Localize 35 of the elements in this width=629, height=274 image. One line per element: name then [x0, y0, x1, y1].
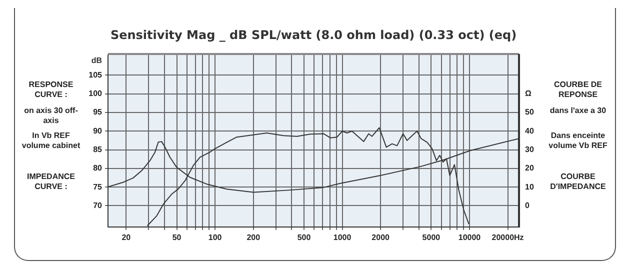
- y2-tick-label: 50: [525, 108, 534, 117]
- y2-tick-label: 20: [525, 164, 534, 173]
- y-axis-title: dB: [91, 56, 102, 65]
- y-tick-label: 95: [93, 108, 103, 117]
- text: on axis 30 off-axis: [23, 106, 79, 126]
- y-tick-label: 85: [93, 144, 103, 154]
- y2-tick-label: 0: [525, 200, 530, 210]
- y2-tick-label: 40: [525, 126, 534, 136]
- y2-tick-label: 10: [525, 182, 534, 192]
- x-tick-label: 500: [297, 233, 312, 242]
- x-tick-label: 20: [122, 233, 132, 242]
- x-tick-label: 50: [172, 233, 182, 242]
- x-tick-label: 2000: [372, 233, 390, 242]
- y-tick-label: 105: [88, 70, 103, 80]
- y-tick-label: 90: [93, 126, 103, 136]
- text: In Vb REF volume cabinet: [20, 131, 82, 151]
- chart-title: Sensitivity Mag _ dB SPL/watt (8.0 ohm load) (0.33 oct) (eq): [110, 28, 517, 42]
- x-tick-label: 1000: [333, 233, 352, 242]
- y-tick-label: 75: [93, 182, 103, 192]
- text: Dans enceinte volume Vb REF: [548, 131, 608, 151]
- text: dans l'axe a 30: [548, 106, 608, 116]
- x-tick-label: 20000Hz: [492, 233, 524, 242]
- x-tick-label: 5000: [422, 233, 441, 242]
- x-tick-label: 200: [246, 233, 261, 242]
- x-tick-label: 10000: [458, 233, 482, 242]
- text: RESPONSE CURVE :: [28, 80, 74, 100]
- x-tick-label: 100: [208, 233, 222, 242]
- text: COURBE D'IMPEDANCE: [549, 172, 607, 192]
- y2-tick-label: Ω: [525, 89, 532, 98]
- y-tick-label: 70: [93, 200, 103, 210]
- text: COURBE DE REPONSE: [552, 80, 603, 100]
- text: IMPEDANCE CURVE :: [26, 172, 76, 192]
- y2-tick-label: 30: [525, 144, 534, 154]
- y-tick-label: 80: [93, 164, 103, 173]
- y-tick-label: 100: [88, 89, 103, 98]
